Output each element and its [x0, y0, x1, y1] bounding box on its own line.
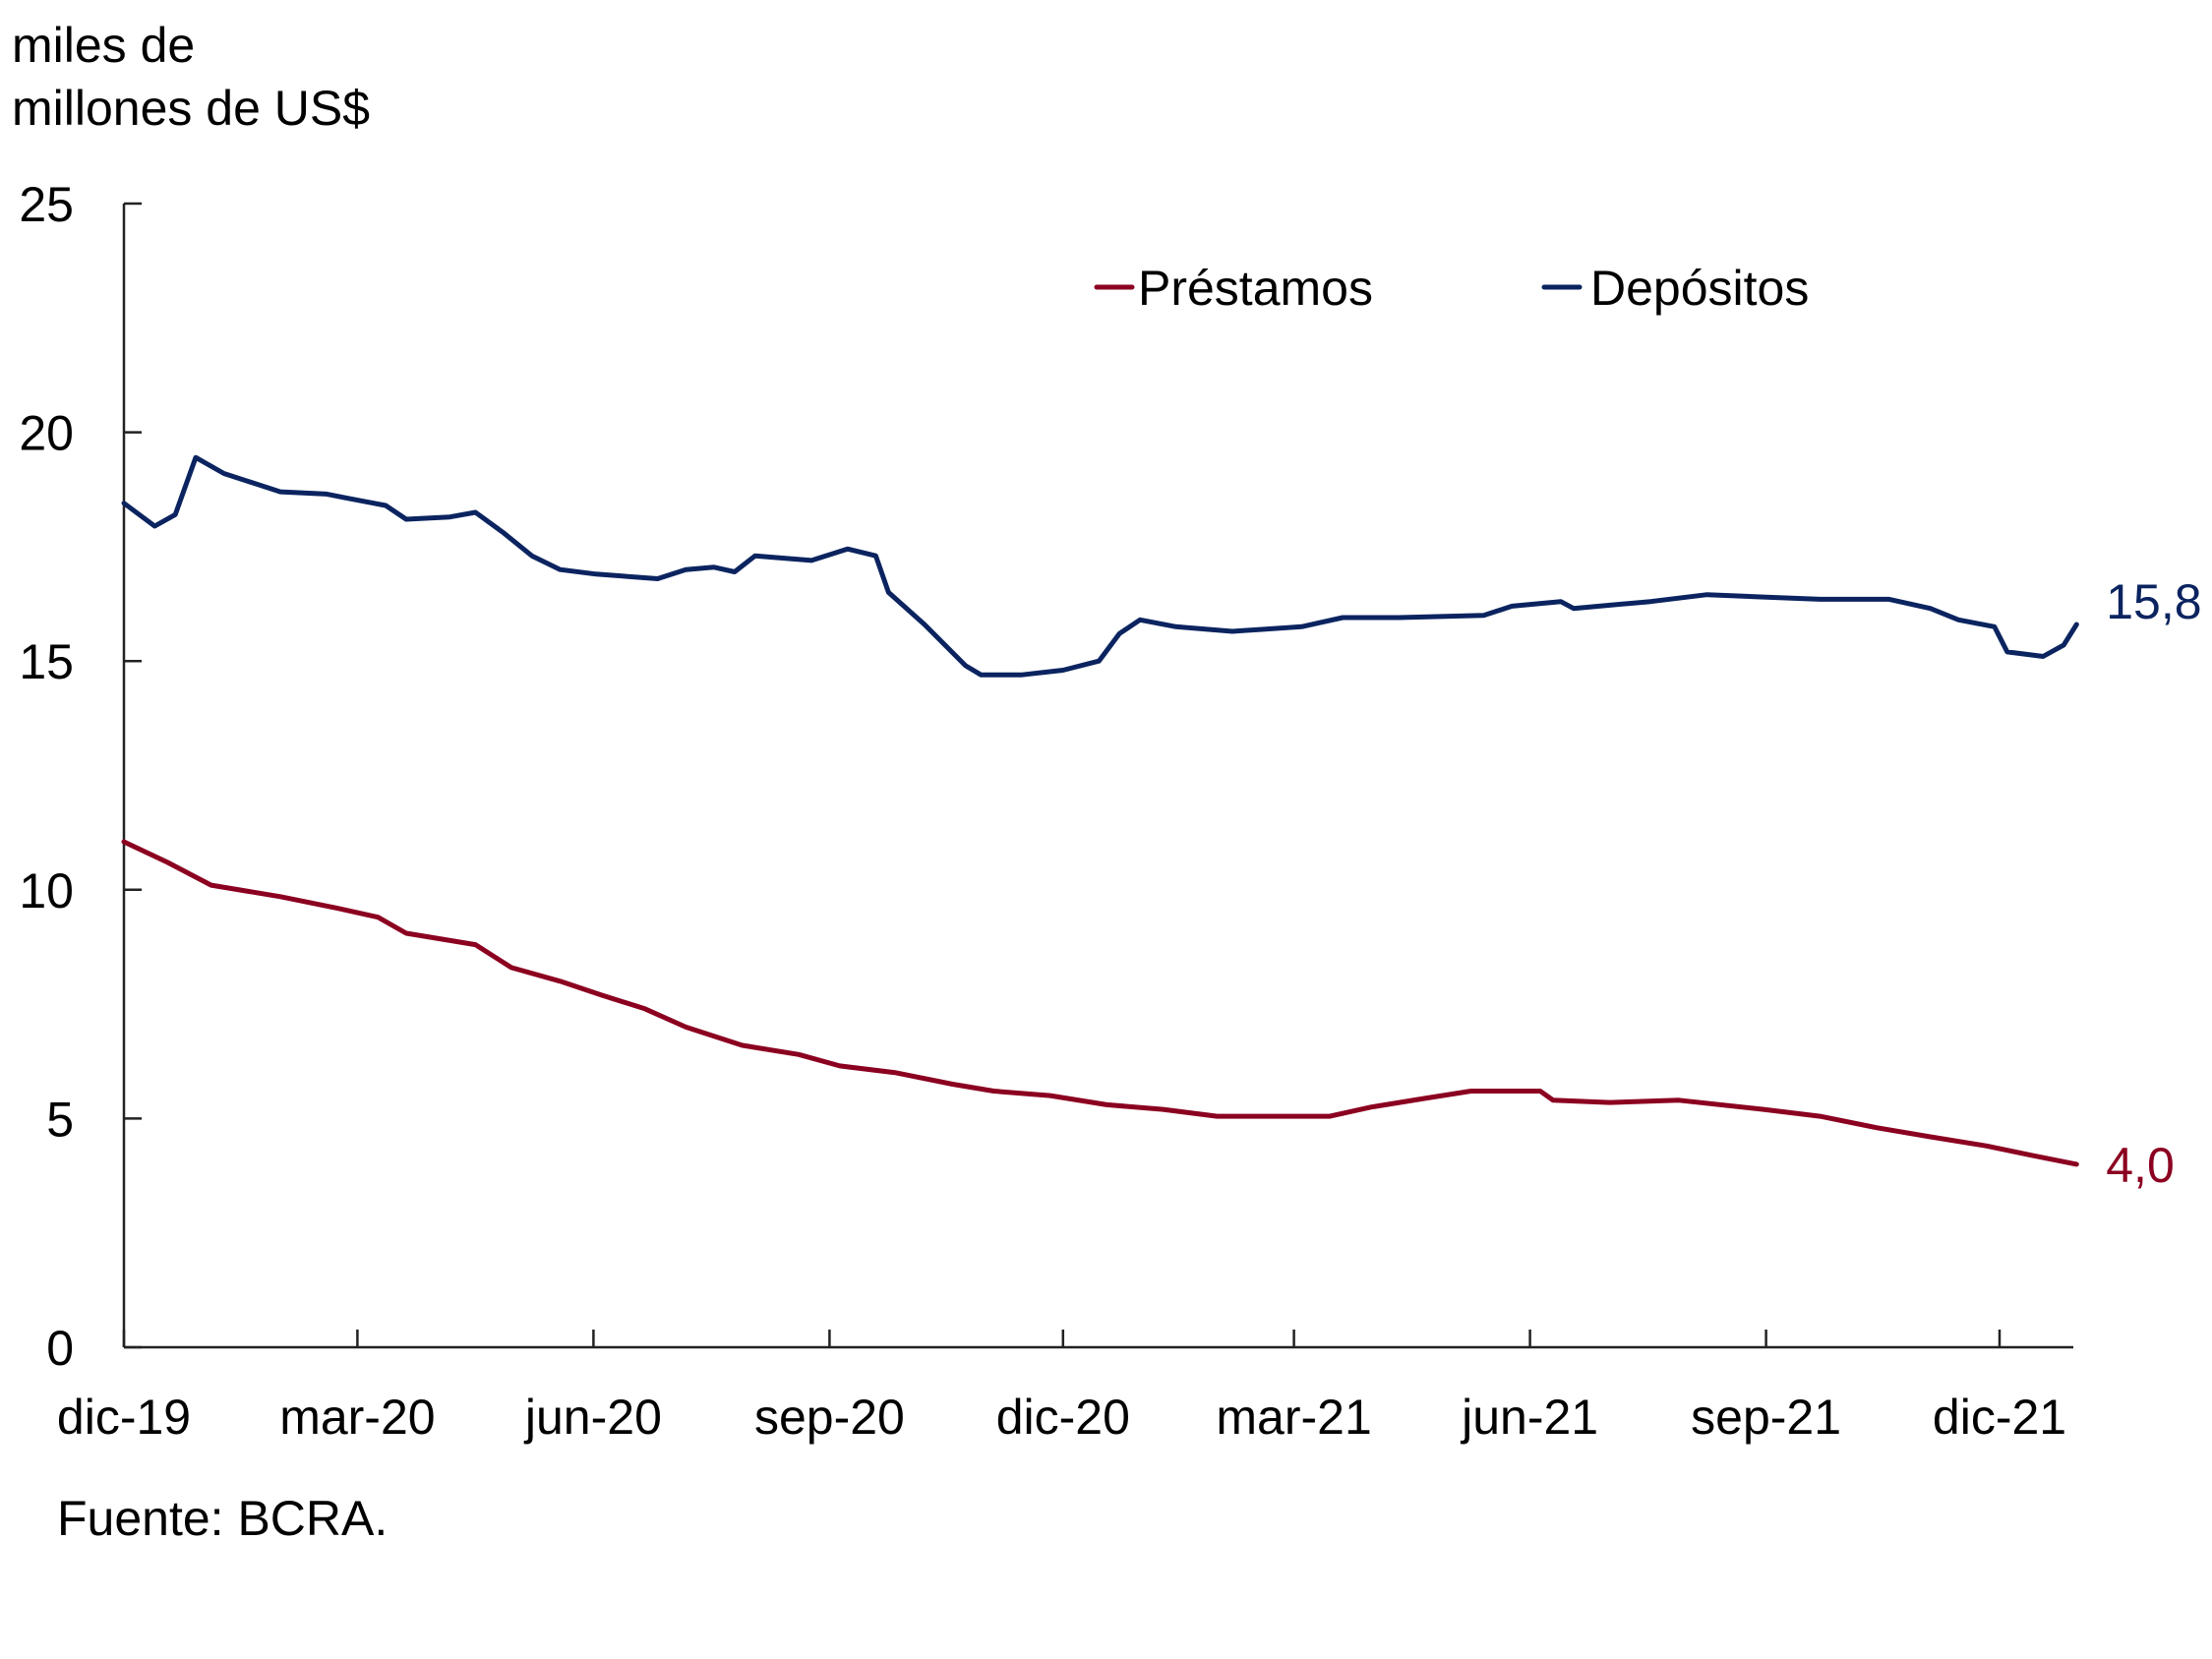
x-tick-label: jun-20 — [523, 1390, 662, 1445]
legend: Préstamos Depósitos — [1094, 261, 1809, 316]
end-value-label: 15,8 — [2106, 574, 2201, 629]
y-tick-label: 10 — [19, 863, 74, 918]
series-line-depositos — [121, 454, 2079, 678]
x-tick-label: dic-20 — [996, 1390, 1130, 1445]
x-tick-label: sep-21 — [1691, 1390, 1841, 1445]
y-axis-unit-line-1: miles de — [12, 18, 196, 73]
x-tick-label: mar-20 — [279, 1390, 435, 1445]
y-tick-label: 25 — [19, 177, 74, 232]
x-tick-label: sep-20 — [754, 1390, 905, 1445]
legend-label: Depósitos — [1590, 261, 1809, 316]
y-axis-unit-line-2: millones de US$ — [12, 81, 371, 136]
y-tick-label: 5 — [46, 1092, 74, 1147]
x-tick-label: dic-21 — [1933, 1390, 2066, 1445]
source-note: Fuente: BCRA. — [57, 1491, 389, 1546]
legend-label: Préstamos — [1138, 261, 1373, 316]
y-tick-label: 0 — [46, 1321, 74, 1376]
end-value-label: 4,0 — [2106, 1138, 2175, 1193]
y-tick-label: 15 — [19, 634, 74, 689]
x-tick-label: mar-21 — [1216, 1390, 1371, 1445]
y-axis-unit-label: miles de millones de US$ — [12, 14, 370, 140]
y-tick-label: 20 — [19, 406, 74, 461]
series-group: 4,0 15,8 — [121, 454, 2202, 1193]
x-tick-label: jun-21 — [1460, 1390, 1598, 1445]
axes: 0 5 10 15 20 25 dic-19 mar-20 jun-20 sep-20 dic-20… — [19, 177, 2073, 1445]
x-tick-label: dic-19 — [57, 1390, 191, 1445]
series-line-prestamos — [121, 839, 2079, 1167]
